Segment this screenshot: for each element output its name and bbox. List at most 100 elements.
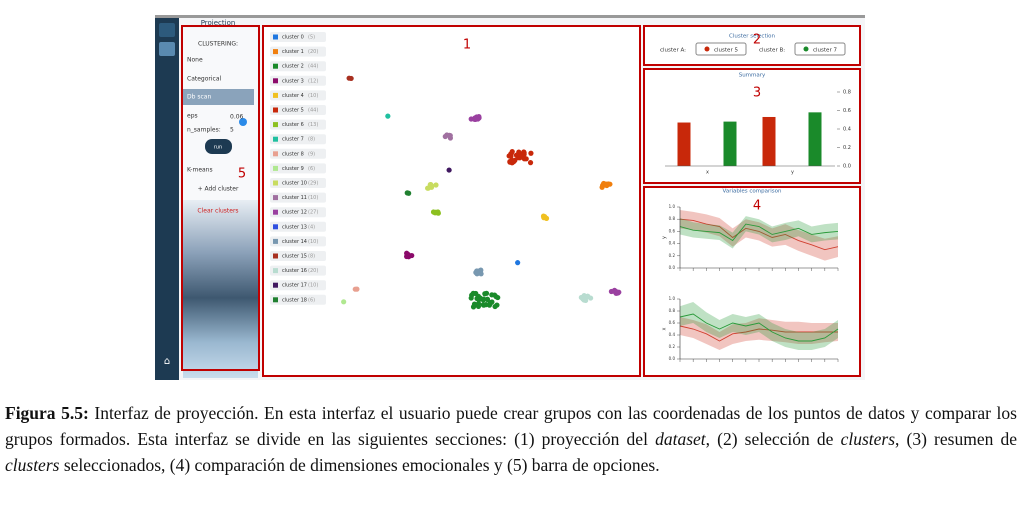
cluster-label[interactable]: cluster 2 (282, 64, 304, 70)
cluster-label[interactable]: cluster 3 (282, 78, 304, 84)
point (442, 133, 448, 140)
y-tick-label: 0.4 (669, 241, 676, 246)
caption-text: , (3) resumen de (895, 429, 1017, 449)
option[interactable]: Categorical (187, 76, 221, 83)
add-cluster[interactable]: + Add cluster (198, 186, 239, 193)
cluster-a-value[interactable]: cluster 5 (714, 48, 738, 54)
cluster-label[interactable]: cluster 5 (282, 108, 304, 114)
point (341, 299, 347, 305)
cluster-swatch (273, 224, 278, 230)
cluster-chip[interactable] (270, 221, 326, 232)
cluster-label[interactable]: cluster 11 (282, 195, 307, 201)
cluster-chip[interactable] (270, 90, 326, 101)
option[interactable]: None (187, 57, 203, 64)
cluster-chip[interactable] (270, 192, 326, 203)
comparison-panel (645, 188, 859, 376)
cluster-count: (5) (308, 35, 315, 41)
cluster-chip[interactable] (270, 75, 326, 86)
cluster-chip[interactable] (270, 207, 326, 218)
cluster-label[interactable]: cluster 12 (282, 210, 307, 216)
eps-value[interactable]: 0.06 (230, 114, 244, 121)
point (484, 296, 491, 303)
option[interactable]: Db scan (187, 94, 211, 101)
section-border (262, 25, 641, 377)
y-tick-label: 0.2 (669, 253, 676, 258)
cluster-label[interactable]: cluster 0 (282, 35, 304, 41)
cluster-swatch (273, 282, 278, 288)
cluster-chip[interactable] (270, 163, 326, 174)
cluster-chip[interactable] (270, 251, 326, 261)
section-number: 2 (753, 33, 761, 48)
nav-icon[interactable] (159, 42, 175, 56)
run-label[interactable]: run (214, 145, 222, 151)
cluster-chip[interactable] (270, 32, 326, 42)
selected-option[interactable] (183, 89, 254, 105)
cluster-chip[interactable] (270, 178, 326, 188)
y-tick-label: 0.0 (669, 265, 676, 270)
cluster-count: (10) (308, 283, 318, 289)
cluster-chip[interactable] (270, 119, 326, 130)
point (506, 153, 512, 159)
cluster-label[interactable]: cluster 6 (282, 122, 304, 128)
cluster-chip[interactable] (270, 294, 326, 305)
cluster-label[interactable]: cluster 9 (282, 166, 304, 172)
n-samples-value[interactable]: 5 (230, 127, 234, 134)
cluster-count: (8) (308, 254, 315, 260)
cluster-label[interactable]: cluster 1 (282, 49, 304, 55)
cluster-label[interactable]: cluster 7 (282, 137, 304, 143)
run-button[interactable] (205, 139, 232, 154)
y-tick-label: 0.4 (843, 127, 851, 133)
point (608, 288, 615, 295)
option[interactable]: K-means (187, 167, 213, 174)
cluster-label[interactable]: cluster 15 (282, 254, 307, 260)
cluster-a-select[interactable] (695, 42, 747, 56)
home-icon[interactable]: ⌂ (164, 356, 170, 367)
cluster-count: (10) (308, 195, 318, 201)
line (679, 313, 839, 342)
cluster-label[interactable]: cluster 10 (282, 181, 307, 187)
cluster-label[interactable]: cluster 13 (282, 224, 307, 230)
point (492, 292, 498, 298)
cluster-chip[interactable] (270, 134, 326, 145)
cluster-chip[interactable] (270, 265, 326, 276)
cluster-swatch (273, 151, 278, 157)
selection-title: Cluster selection (729, 34, 776, 40)
cluster-count: (6) (308, 166, 315, 172)
cluster-label[interactable]: cluster 14 (282, 239, 307, 245)
band (680, 216, 838, 249)
cluster-label[interactable]: cluster 4 (282, 93, 304, 99)
point (404, 250, 410, 256)
cluster-b-value[interactable]: cluster 7 (813, 48, 837, 54)
sidebar-title: Projection (201, 19, 236, 27)
cluster-count: (6) (308, 297, 315, 303)
cluster-label[interactable]: cluster 18 (282, 297, 307, 303)
section-number: 4 (753, 199, 761, 214)
cluster-b-select[interactable] (794, 42, 846, 56)
cluster-swatch (273, 63, 278, 69)
nav-icon[interactable] (159, 23, 175, 37)
y-axis-label: y (662, 236, 668, 239)
line (679, 218, 839, 251)
cluster-chip[interactable] (270, 105, 326, 115)
point (507, 159, 513, 165)
cluster-swatch (273, 268, 278, 274)
cluster-chip[interactable] (270, 236, 326, 247)
slider-knob[interactable] (239, 118, 247, 126)
point (604, 182, 610, 189)
y-tick-label: 0.6 (669, 320, 676, 325)
cluster-chip[interactable] (270, 46, 326, 57)
cluster-chip[interactable] (270, 280, 326, 291)
point (581, 297, 587, 303)
cluster-chip[interactable] (270, 148, 326, 159)
caption-text: clusters (5, 455, 60, 475)
caption-text: seleccionados, (4) comparación de dimens… (59, 455, 660, 475)
clear-clusters[interactable]: Clear clusters (197, 208, 238, 215)
cluster-label[interactable]: cluster 16 (282, 268, 307, 274)
point (511, 159, 517, 165)
options-panel (183, 28, 258, 200)
cluster-count: (10) (308, 239, 318, 245)
cluster-chip[interactable] (270, 61, 326, 72)
cluster-label[interactable]: cluster 17 (282, 283, 307, 289)
cluster-label[interactable]: cluster 8 (282, 151, 304, 157)
point (406, 190, 412, 196)
